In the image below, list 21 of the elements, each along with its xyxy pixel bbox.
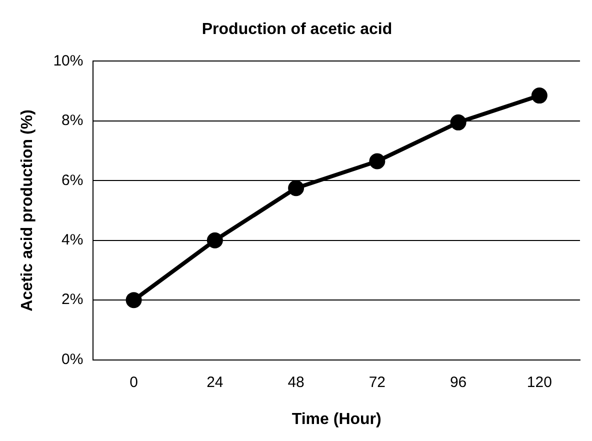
y-tick-label: 8% [62,112,84,130]
x-axis-title: Time (Hour) [292,410,382,428]
point [450,114,466,130]
y-tick-label: 4% [62,232,84,248]
y-tick-label: 2% [62,291,84,308]
x-tick-label: 72 [368,374,386,391]
x-tick-label: 96 [450,374,467,391]
x-tick-label: 0 [130,374,138,391]
x-tick-label: 120 [526,374,552,391]
y-tick-label: 10% [53,52,84,70]
point [126,292,142,308]
chart-title: Production of acetic acid [202,21,392,38]
x-tick-label: 24 [206,374,224,391]
point [369,153,386,170]
point [206,232,223,248]
y-tick-label: 0% [62,350,84,368]
y-tick-label: 6% [62,172,84,189]
y-axis-title: Acetic acid production (%) [19,110,36,312]
point [288,180,304,196]
point [531,88,548,104]
x-tick-label: 48 [288,374,304,391]
